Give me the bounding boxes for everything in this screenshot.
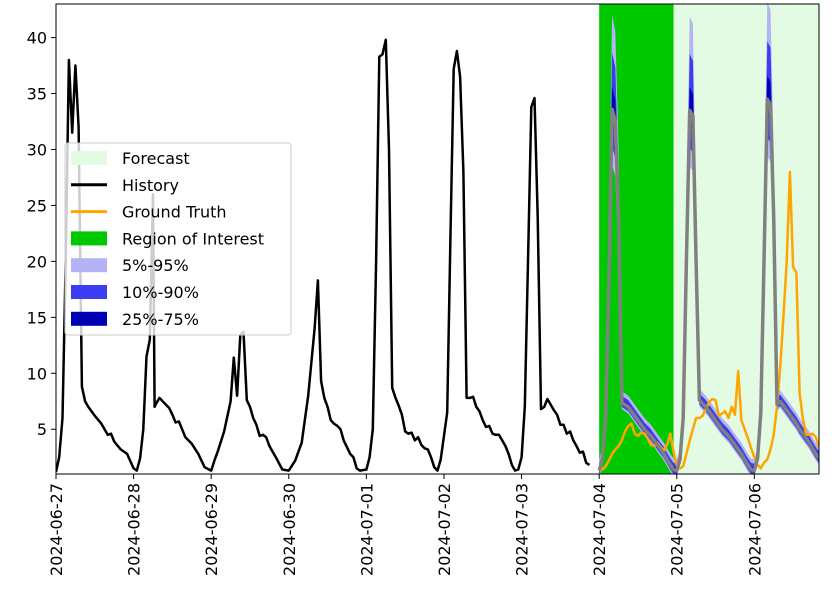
legend-forecast-label: Forecast (122, 149, 190, 168)
series-median (597, 97, 819, 473)
x-tick-label: 2024-06-30 (280, 483, 299, 576)
x-tick-label: 2024-07-03 (513, 483, 532, 576)
y-tick-label: 30 (27, 140, 47, 159)
x-tick-label: 2024-06-28 (125, 483, 144, 576)
plot-frame (55, 3, 820, 475)
x-tick-label: 2024-06-29 (202, 483, 221, 576)
legend-box (64, 142, 292, 336)
x-tick-label: 2024-07-04 (590, 483, 609, 576)
x-tick-label: 2024-07-01 (357, 483, 376, 576)
y-tick-label: 10 (27, 364, 47, 383)
legend-5pct-95--swatch (71, 258, 107, 273)
legend-region-of-interest-label: Region of Interest (122, 229, 264, 248)
legend-10pct-90--swatch (71, 285, 107, 299)
series-ground-truth (598, 170, 819, 472)
legend-region-of-interest-swatch (71, 231, 107, 246)
legend-history-label: History (122, 176, 179, 195)
y-tick-label: 35 (27, 85, 47, 104)
legend-forecast-swatch (71, 151, 107, 165)
x-tick-label: 2024-07-06 (745, 483, 764, 576)
x-tick-label: 2024-07-05 (668, 483, 687, 576)
x-tick-label: 2024-07-02 (435, 483, 454, 576)
y-tick-label: 40 (27, 29, 47, 48)
y-tick-label: 25 (27, 196, 47, 215)
plot-area (56, 4, 819, 474)
y-tick-label: 20 (27, 252, 47, 271)
legend-25pct-75--label: 25%-75% (122, 310, 199, 329)
legend-25pct-75--swatch (71, 311, 107, 326)
x-tick-label: 2024-06-27 (47, 483, 66, 576)
legend-5pct-95--label: 5%-95% (122, 256, 189, 275)
legend-10pct-90--label: 10%-90% (122, 283, 199, 302)
y-tick-label: 5 (37, 420, 47, 439)
legend-ground-truth-label: Ground Truth (122, 203, 227, 222)
legend: Forecast History Ground Truth Region of Int… (64, 142, 292, 336)
y-tick-label: 15 (27, 308, 47, 327)
